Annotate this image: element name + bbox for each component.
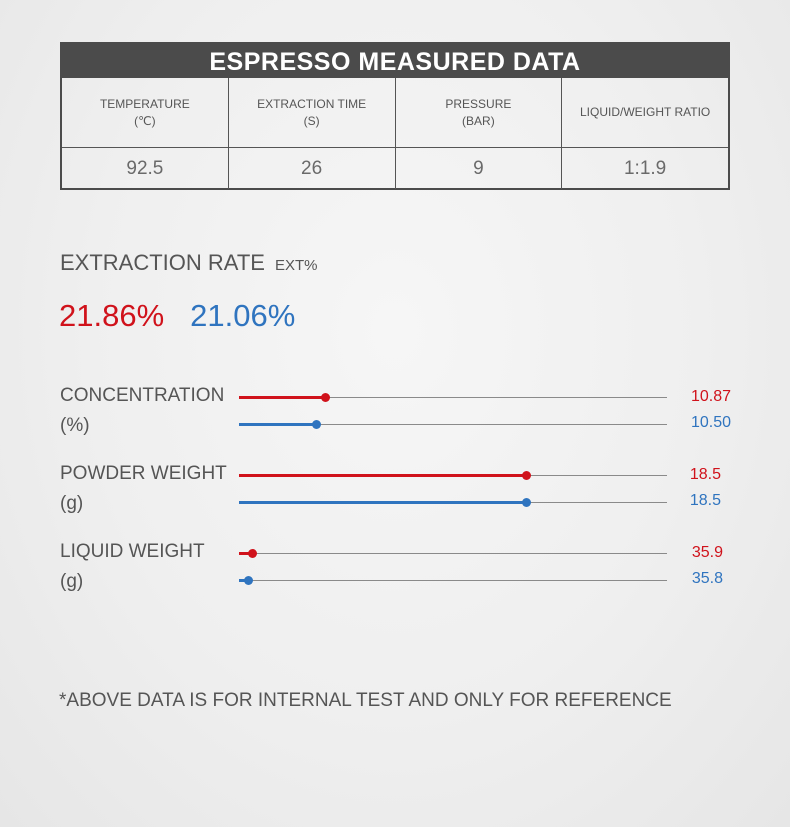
extraction-rate-blue: 21.06% <box>190 298 296 333</box>
header-label: LIQUID/WEIGHT RATIO <box>580 105 711 119</box>
value-pressure: 9 <box>396 148 563 189</box>
bar-fill <box>239 423 317 426</box>
metric-label-line1: CONCENTRATION <box>60 385 225 406</box>
liquid-weight-blue-bar <box>239 576 667 585</box>
bar-marker <box>521 471 531 480</box>
measured-data-table: ESPRESSO MEASURED DATA TEMPERATURE (℃) E… <box>60 42 730 190</box>
metric-label-line2: (%) <box>60 415 90 436</box>
concentration-red-bar <box>239 393 667 402</box>
bar-fill <box>239 552 252 555</box>
header-label: EXTRACTION TIME <box>257 96 367 111</box>
header-label: TEMPERATURE <box>99 96 190 111</box>
powder-weight-label: POWDER WEIGHT (g) <box>60 459 227 519</box>
bar-fill <box>239 396 325 399</box>
bar-marker <box>312 420 322 429</box>
footnote: *ABOVE DATA IS FOR INTERNAL TEST AND ONL… <box>59 690 672 711</box>
powder-weight-red-value: 18.5 <box>689 466 721 483</box>
concentration-red-value: 10.87 <box>690 388 731 405</box>
header-unit: (℃) <box>134 113 156 128</box>
liquid-weight-red-bar <box>239 549 667 558</box>
header-cell-pressure: PRESSURE (BAR) <box>396 78 563 147</box>
concentration-blue-value: 10.50 <box>690 414 731 431</box>
liquid-weight-blue-value: 35.8 <box>691 570 723 587</box>
value-temperature: 92.5 <box>62 148 229 189</box>
liquid-weight-label: LIQUID WEIGHT (g) <box>60 537 205 597</box>
header-unit: (S) <box>303 113 320 128</box>
powder-weight-blue-bar <box>239 498 667 507</box>
bar-marker <box>320 393 330 402</box>
header-label: PRESSURE <box>445 96 512 111</box>
metric-label-line1: POWDER WEIGHT <box>60 463 227 484</box>
powder-weight-red-bar <box>239 471 667 480</box>
bar-marker <box>243 576 253 585</box>
extraction-rate-unit: EXT% <box>274 257 318 274</box>
bar-marker <box>247 549 257 558</box>
metric-label-line1: LIQUID WEIGHT <box>60 541 205 562</box>
concentration-blue-bar <box>239 420 667 429</box>
extraction-rate-heading: EXTRACTION RATE EXT% <box>60 250 317 276</box>
header-cell-extraction-time: EXTRACTION TIME (S) <box>229 78 396 147</box>
value-ratio: 1:1.9 <box>623 157 667 179</box>
table-value-row: 92.5 26 9 1:1.9 <box>62 148 728 189</box>
liquid-weight-red-value: 35.9 <box>691 544 723 561</box>
header-cell-ratio: LIQUID/WEIGHT RATIO <box>562 78 728 147</box>
table-header-row: TEMPERATURE (℃) EXTRACTION TIME (S) PRES… <box>62 78 728 148</box>
bar-marker <box>521 498 531 507</box>
header-cell-temperature: TEMPERATURE (℃) <box>62 78 229 147</box>
concentration-label: CONCENTRATION (%) <box>60 381 224 441</box>
extraction-rate-title: EXTRACTION RATE <box>60 250 265 275</box>
header-unit: (BAR) <box>462 113 495 128</box>
extraction-rate-red: 21.86% <box>59 298 165 333</box>
powder-weight-blue-value: 18.5 <box>689 492 721 509</box>
metric-label-line2: (g) <box>60 493 84 514</box>
value-extraction-time: 26 <box>229 148 396 189</box>
bar-fill <box>239 579 248 582</box>
metric-label-line2: (g) <box>60 571 84 592</box>
bar-fill <box>239 501 526 504</box>
bar-fill <box>239 474 526 477</box>
extraction-rate-values: 21.86% 21.06% <box>59 298 295 334</box>
table-title: ESPRESSO MEASURED DATA <box>62 44 728 78</box>
